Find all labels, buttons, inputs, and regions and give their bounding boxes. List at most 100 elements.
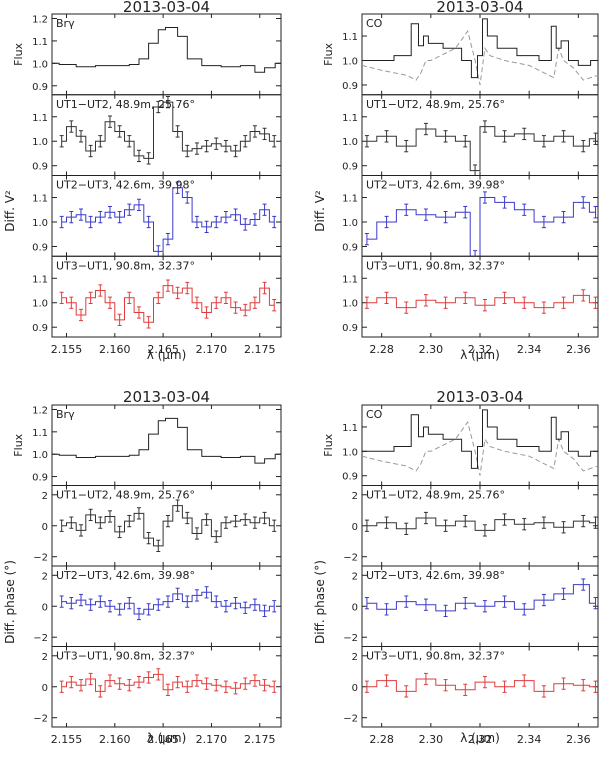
series-group: [364, 191, 598, 257]
y-tick-label: 1.1: [32, 113, 48, 124]
y-tick-label: 1.1: [342, 32, 358, 43]
data-line: [366, 126, 596, 172]
flux-dashed-line: [362, 29, 598, 86]
y-tick-label: 1.1: [32, 274, 48, 285]
chart-bottom-right: 2013-03-04 0.9 1.0 1.1 CO Flux −2 0 2 UT1−UT2, 48…: [313, 388, 599, 746]
y-tick-label: 1.2: [32, 405, 48, 416]
y-tick-label: 0.9: [32, 162, 48, 173]
y-tick-label: 2: [352, 491, 358, 502]
y-tick-label: 1.0: [32, 137, 48, 148]
y-tick-label: 0.9: [342, 323, 358, 334]
panel-baseline-2: −2 0 2 UT2−UT3, 42.6m, 39.98°: [343, 565, 599, 647]
x-tick-label: 2.175: [244, 733, 276, 746]
series-group: [364, 120, 598, 176]
group-axis-label: Diff. V²: [313, 190, 327, 232]
y-tick-label: 1.1: [342, 194, 358, 205]
y-tick-label: 2: [42, 571, 48, 582]
flux-dashed-line: [362, 420, 598, 476]
y-tick-label: 0.9: [32, 82, 48, 93]
y-tick-label: −2: [33, 633, 48, 644]
x-tick-label: 2.160: [99, 343, 131, 356]
panel-label: Brγ: [56, 408, 75, 421]
y-tick-label: 1.1: [342, 274, 358, 285]
y-tick-label: 1.1: [342, 423, 358, 434]
panel-label: Brγ: [56, 17, 75, 30]
y-tick-label: 2: [42, 652, 48, 663]
x-tick-label: 2.155: [51, 343, 83, 356]
y-tick-label: 0.9: [342, 162, 358, 173]
y-tick-label: 1.1: [32, 428, 48, 439]
y-tick-label: 1.0: [32, 218, 48, 229]
panel-flux: 0.9 1.0 1.1 CO Flux: [322, 13, 599, 96]
series-group: [59, 586, 277, 621]
y-tick-label: 1.0: [32, 59, 48, 70]
y-tick-label: 2: [42, 491, 48, 502]
panel-label: UT3−UT1, 90.8m, 32.37°: [56, 259, 195, 272]
panel-label: UT1−UT2, 48.9m, 25.76°: [366, 98, 505, 111]
panel-baseline-3: 0.9 1.0 1.1 UT3−UT1, 90.8m, 32.37°: [32, 255, 282, 338]
y-tick-label: 0.9: [342, 472, 358, 483]
chart-title: 2013-03-04: [436, 0, 523, 16]
y-tick-label: 1.0: [342, 447, 358, 458]
y-tick-label: 1.1: [32, 37, 48, 48]
x-tick-label: 2.155: [51, 733, 83, 746]
x-tick-label: 2.175: [244, 343, 276, 356]
y-tick-label: 0: [42, 602, 48, 613]
flux-line: [362, 18, 598, 79]
flux-axis-label: Flux: [12, 433, 25, 456]
panel-label: UT1−UT2, 48.9m, 25.76°: [366, 489, 505, 502]
series-group: [59, 499, 277, 553]
y-tick-label: −2: [33, 553, 48, 564]
y-tick-label: −2: [343, 714, 358, 725]
series-group: [364, 672, 598, 698]
panel-baseline-1: 0.9 1.0 1.1 UT1−UT2, 48.9m, 25.76°: [32, 94, 282, 176]
series-group: [52, 417, 281, 464]
x-tick-label: 2.34: [517, 343, 542, 356]
y-tick-label: 0.9: [32, 323, 48, 334]
y-tick-label: 1.1: [32, 194, 48, 205]
flux-line: [52, 27, 281, 73]
series-group: [364, 578, 598, 618]
series-group: [362, 18, 598, 86]
panel-frame: [51, 255, 282, 338]
panel-label: UT1−UT2, 48.9m, 25.76°: [56, 98, 195, 111]
panel-label: UT3−UT1, 90.8m, 32.37°: [366, 259, 505, 272]
series-group: [59, 181, 277, 257]
y-tick-label: 0.9: [32, 473, 48, 484]
x-tick-label: 2.165: [147, 343, 179, 356]
x-tick-label: 2.28: [369, 733, 394, 746]
panel-flux: 0.9 1.0 1.1 1.2 Brγ Flux: [12, 13, 282, 96]
x-tick-label: 2.160: [99, 733, 131, 746]
x-axis-label: λ (μm): [147, 348, 187, 362]
series-group: [362, 409, 598, 476]
y-tick-label: −2: [343, 633, 358, 644]
y-tick-label: 0: [42, 522, 48, 533]
chart-top-right: 2013-03-04 0.9 1.0 1.1 CO Flux 0.9 1.0 1.1 UT1−UT…: [313, 0, 599, 362]
x-tick-label: 2.34: [517, 733, 542, 746]
x-tick-label: 2.30: [419, 343, 444, 356]
x-axis-label: λ (μm): [147, 731, 187, 745]
panel-label: UT2−UT3, 42.6m, 39.98°: [56, 569, 195, 582]
panel-label: UT2−UT3, 42.6m, 39.98°: [56, 179, 195, 192]
data-line: [366, 517, 596, 531]
series-group: [59, 668, 277, 698]
data-line: [366, 584, 596, 612]
panel-label: UT2−UT3, 42.6m, 39.98°: [366, 569, 505, 582]
flux-line: [362, 409, 598, 469]
chart-title: 2013-03-04: [436, 388, 523, 406]
y-tick-label: 0.9: [32, 242, 48, 253]
flux-axis-label: Flux: [12, 42, 25, 65]
x-axis-label: λ (μm): [460, 731, 500, 745]
y-tick-label: 1.0: [342, 137, 358, 148]
chart-title: 2013-03-04: [123, 0, 210, 16]
y-tick-label: 0.9: [342, 81, 358, 92]
series-group: [59, 279, 277, 329]
y-tick-label: 1.0: [342, 218, 358, 229]
series-group: [59, 95, 277, 165]
panel-label: CO: [366, 17, 383, 30]
y-tick-label: 0: [352, 683, 358, 694]
flux-line: [52, 417, 281, 464]
x-tick-label: 2.32: [468, 343, 493, 356]
panel-frame: [51, 13, 282, 96]
